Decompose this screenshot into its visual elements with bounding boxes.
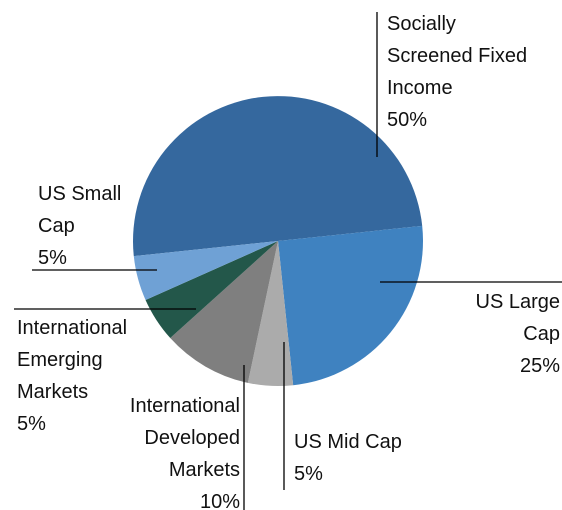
pie-slice [133,96,423,257]
value-label: 5% [294,463,323,485]
pie-slice [145,241,278,339]
category-name: Socially Screened Fixed Income [387,13,528,99]
category-name: International Developed Markets [129,395,240,481]
value-label: 10% [199,491,240,510]
pie-slice [170,241,278,383]
category-name: International Emerging Markets [17,317,128,403]
category-name: US Large Cap [475,291,561,345]
pie-slice [133,241,278,300]
pie-slice [278,225,424,386]
value-label: 50% [387,109,428,131]
category-name: US Small Cap [38,183,122,237]
value-label: 5% [17,413,46,435]
slice-label: US Large Cap 25% [465,286,561,382]
slice-label: International Developed Markets 10% [115,390,240,510]
category-name: US Mid Cap [294,431,402,453]
slice-label: US Mid Cap 5% [294,426,424,490]
pie-slice [247,241,294,386]
value-label: 25% [519,355,560,377]
slice-label: International Emerging Markets 5% [17,312,142,440]
slice-label: Socially Screened Fixed Income 50% [387,8,537,136]
slice-label: US Small Cap 5% [38,178,133,274]
value-label: 5% [38,247,67,269]
